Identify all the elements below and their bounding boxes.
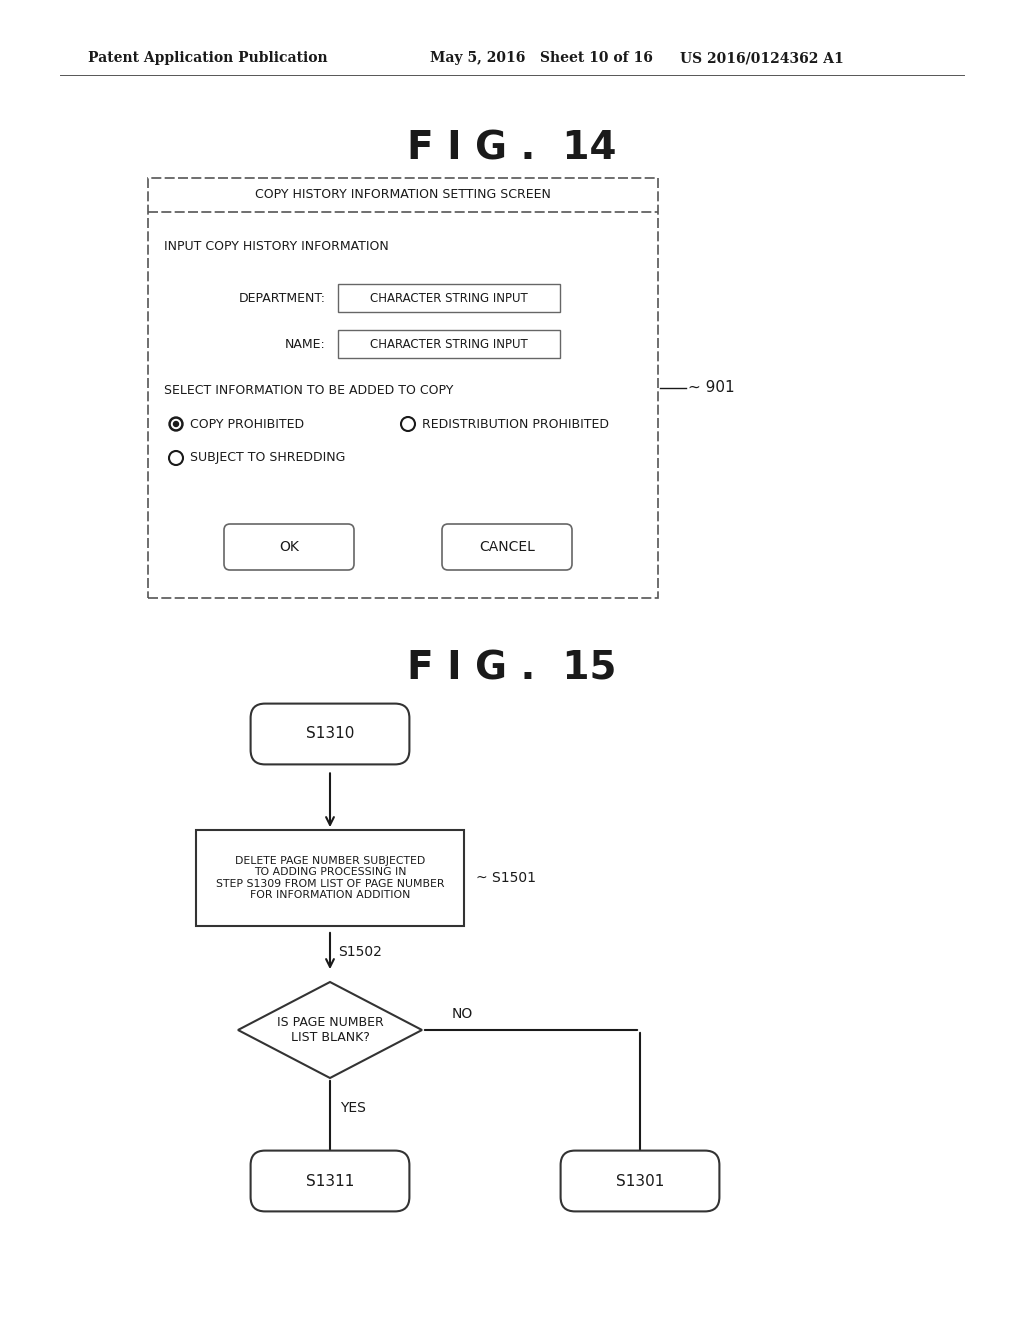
Text: S1310: S1310: [306, 726, 354, 742]
FancyBboxPatch shape: [442, 524, 572, 570]
Text: Patent Application Publication: Patent Application Publication: [88, 51, 328, 65]
Text: CHARACTER STRING INPUT: CHARACTER STRING INPUT: [370, 338, 528, 351]
Text: CANCEL: CANCEL: [479, 540, 535, 554]
Text: IS PAGE NUMBER
LIST BLANK?: IS PAGE NUMBER LIST BLANK?: [276, 1016, 383, 1044]
Text: NAME:: NAME:: [286, 338, 326, 351]
Text: YES: YES: [340, 1101, 366, 1115]
Text: US 2016/0124362 A1: US 2016/0124362 A1: [680, 51, 844, 65]
Text: DELETE PAGE NUMBER SUBJECTED
TO ADDING PROCESSING IN
STEP S1309 FROM LIST OF PAG: DELETE PAGE NUMBER SUBJECTED TO ADDING P…: [216, 855, 444, 900]
Text: NO: NO: [452, 1007, 473, 1020]
Text: INPUT COPY HISTORY INFORMATION: INPUT COPY HISTORY INFORMATION: [164, 239, 389, 252]
Text: COPY PROHIBITED: COPY PROHIBITED: [190, 417, 304, 430]
Text: S1311: S1311: [306, 1173, 354, 1188]
FancyBboxPatch shape: [251, 1151, 410, 1212]
Circle shape: [173, 421, 178, 426]
FancyBboxPatch shape: [224, 524, 354, 570]
Bar: [338, 330, 560, 358]
Text: SUBJECT TO SHREDDING: SUBJECT TO SHREDDING: [190, 451, 345, 465]
Text: CHARACTER STRING INPUT: CHARACTER STRING INPUT: [370, 292, 528, 305]
Text: REDISTRIBUTION PROHIBITED: REDISTRIBUTION PROHIBITED: [422, 417, 609, 430]
Text: May 5, 2016   Sheet 10 of 16: May 5, 2016 Sheet 10 of 16: [430, 51, 653, 65]
Bar: [196, 830, 464, 927]
Text: DEPARTMENT:: DEPARTMENT:: [239, 292, 326, 305]
FancyBboxPatch shape: [560, 1151, 720, 1212]
Text: F I G .  14: F I G . 14: [408, 129, 616, 168]
Text: SELECT INFORMATION TO BE ADDED TO COPY: SELECT INFORMATION TO BE ADDED TO COPY: [164, 384, 454, 396]
Bar: [338, 284, 560, 312]
Text: COPY HISTORY INFORMATION SETTING SCREEN: COPY HISTORY INFORMATION SETTING SCREEN: [255, 189, 551, 202]
FancyBboxPatch shape: [251, 704, 410, 764]
Text: ~ 901: ~ 901: [688, 380, 734, 396]
Text: ~ S1501: ~ S1501: [476, 871, 536, 884]
Text: OK: OK: [280, 540, 299, 554]
Bar: [148, 178, 658, 598]
Text: S1502: S1502: [338, 945, 382, 960]
Text: F I G .  15: F I G . 15: [408, 649, 616, 686]
Text: S1301: S1301: [615, 1173, 665, 1188]
Polygon shape: [238, 982, 422, 1078]
Circle shape: [171, 420, 180, 429]
Circle shape: [169, 417, 183, 432]
